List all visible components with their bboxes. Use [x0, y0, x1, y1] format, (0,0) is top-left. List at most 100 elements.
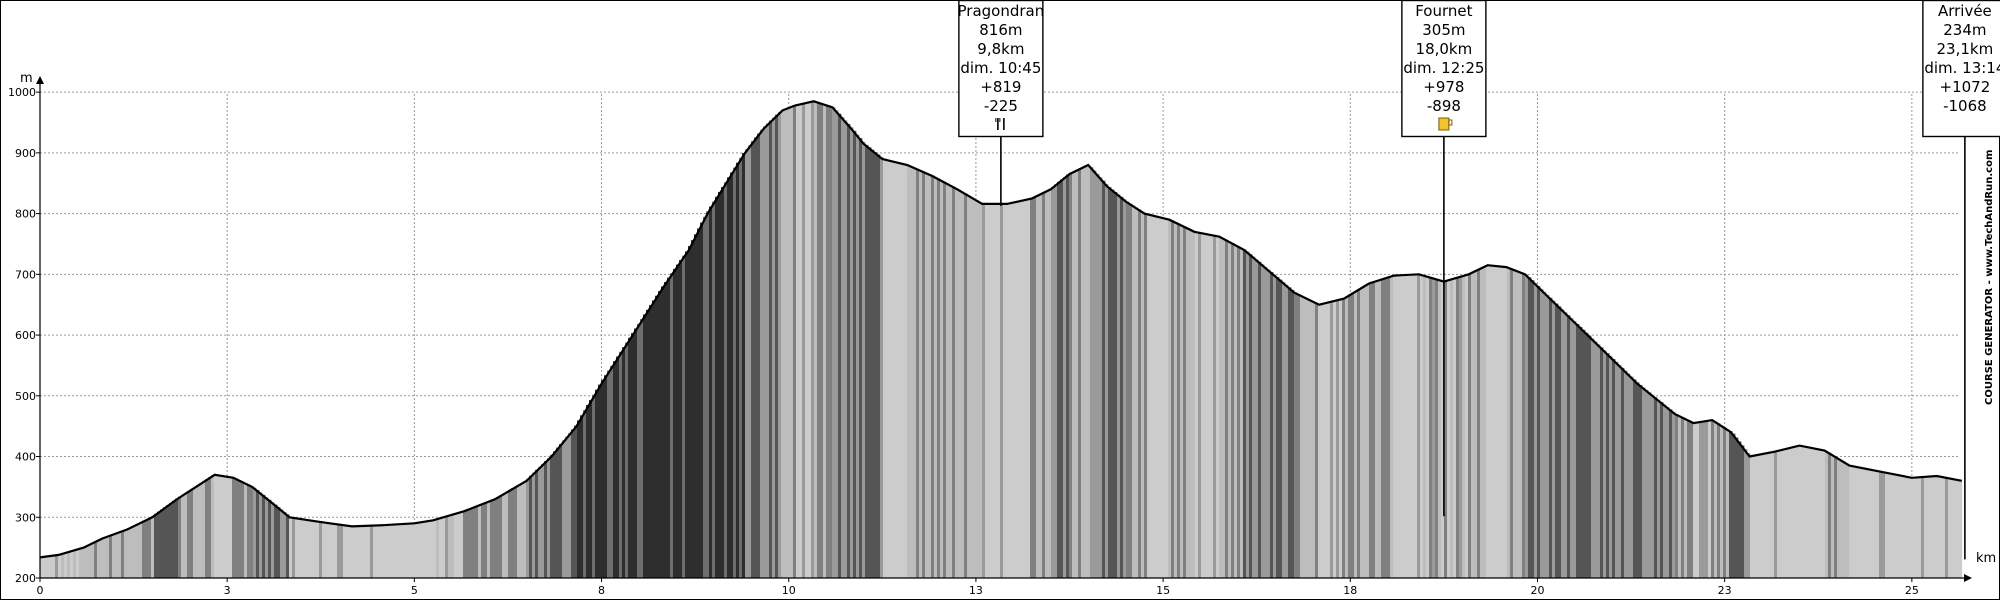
terrain-stripe: [1117, 194, 1121, 578]
terrain-stripe: [1072, 171, 1076, 578]
terrain-stripe: [1951, 478, 1955, 578]
terrain-stripe: [1735, 437, 1739, 578]
terrain-stripe: [1504, 266, 1508, 578]
terrain-stripe: [952, 186, 956, 578]
terrain-stripe: [355, 526, 359, 578]
terrain-stripe: [1651, 394, 1655, 578]
terrain-stripe: [787, 107, 791, 578]
terrain-stripe: [61, 553, 65, 578]
terrain-stripe: [1810, 447, 1814, 578]
terrain-stripe: [535, 469, 539, 578]
terrain-stripe: [457, 512, 461, 578]
terrain-stripe: [1027, 198, 1031, 579]
terrain-stripe: [1306, 298, 1310, 578]
terrain-stripe: [1645, 389, 1649, 578]
terrain-stripe: [1738, 441, 1742, 578]
terrain-stripe: [481, 503, 485, 578]
terrain-stripe: [868, 147, 872, 579]
terrain-stripe: [121, 530, 125, 578]
terrain-stripe: [235, 478, 239, 578]
terrain-stripe: [1663, 404, 1667, 578]
terrain-stripe: [298, 518, 302, 578]
terrain-stripe: [1672, 411, 1676, 578]
terrain-stripe: [865, 144, 869, 578]
terrain-stripe: [259, 492, 263, 578]
terrain-stripe: [1324, 302, 1328, 578]
terrain-stripe: [691, 240, 695, 578]
terrain-stripe: [1909, 477, 1913, 578]
waypoint-info: 18,0km: [1416, 40, 1473, 58]
terrain-stripe: [1093, 170, 1097, 579]
terrain-stripe: [559, 443, 563, 578]
terrain-stripe: [601, 379, 605, 578]
terrain-stripe: [1462, 275, 1466, 578]
axes: m km: [20, 71, 1996, 582]
terrain-stripe: [1285, 284, 1289, 578]
y-tick-label: 800: [15, 208, 36, 221]
terrain-stripe: [1819, 449, 1823, 578]
terrain-stripe: [1198, 232, 1202, 579]
terrain-stripe: [781, 109, 785, 578]
terrain-stripe: [172, 500, 176, 578]
terrain-stripe: [1468, 273, 1472, 578]
terrain-stripe: [823, 104, 827, 578]
terrain-stripe: [1030, 197, 1034, 578]
terrain-stripe: [940, 180, 944, 578]
terrain-stripe: [418, 522, 422, 578]
terrain-stripe: [1267, 269, 1271, 578]
terrain-stripe: [1558, 306, 1562, 578]
terrain-stripe: [1174, 221, 1178, 579]
terrain-stripe: [493, 498, 497, 578]
terrain-stripe: [1597, 344, 1601, 578]
terrain-stripe: [718, 191, 722, 578]
terrain-stripe: [484, 502, 488, 578]
watermark-text: COURSE GENERATOR - www.TechAndRun.com: [1984, 150, 1995, 405]
terrain-stripe: [1339, 299, 1343, 578]
terrain-stripe: [1621, 367, 1625, 578]
terrain-stripe: [1342, 298, 1346, 578]
terrain-stripe: [529, 475, 533, 578]
terrain-stripe: [1933, 476, 1937, 578]
y-tick-label: 300: [15, 511, 36, 524]
terrain-stripe: [1516, 270, 1520, 578]
terrain-stripe: [145, 519, 149, 578]
terrain-stripe: [1624, 370, 1628, 578]
terrain-stripe: [1099, 177, 1103, 579]
y-tick-label: 200: [15, 572, 36, 585]
terrain-stripe: [1777, 450, 1781, 578]
terrain-stripe: [1321, 303, 1325, 578]
terrain-stripe: [724, 182, 728, 578]
y-tick-label: 700: [15, 268, 36, 281]
terrain-stripe: [187, 490, 191, 578]
terrain-stripe: [1213, 235, 1217, 579]
terrain-stripe: [658, 291, 662, 578]
terrain-stripe: [1423, 275, 1427, 578]
terrain-stripe: [178, 496, 182, 578]
terrain-stripe: [1939, 476, 1943, 578]
terrain-stripe: [514, 486, 518, 578]
terrain-stripe: [877, 154, 881, 578]
terrain-stripe: [250, 485, 254, 578]
terrain-stripe: [211, 475, 215, 578]
terrain-stripe: [262, 494, 266, 578]
waypoint-name: Fournet: [1415, 2, 1472, 20]
terrain-stripe: [853, 130, 857, 578]
terrain-stripe: [1237, 246, 1241, 578]
terrain-stripe: [817, 102, 821, 579]
terrain-stripe: [790, 106, 794, 579]
terrain-stripe: [160, 509, 164, 578]
terrain-stripe: [112, 533, 116, 578]
terrain-stripe: [928, 174, 932, 578]
terrain-stripe: [679, 260, 683, 578]
terrain-stripe: [1180, 224, 1184, 578]
terrain-stripe: [736, 162, 740, 579]
terrain-stripe: [1402, 275, 1406, 578]
terrain-stripe: [1753, 455, 1757, 578]
terrain-stripe: [1234, 244, 1238, 578]
terrain-stripe: [982, 203, 986, 578]
terrain-stripe: [841, 117, 845, 579]
terrain-stripe: [1861, 467, 1865, 578]
terrain-stripe: [460, 511, 464, 578]
terrain-stripe: [1741, 445, 1745, 578]
terrain-stripe: [1087, 165, 1091, 579]
